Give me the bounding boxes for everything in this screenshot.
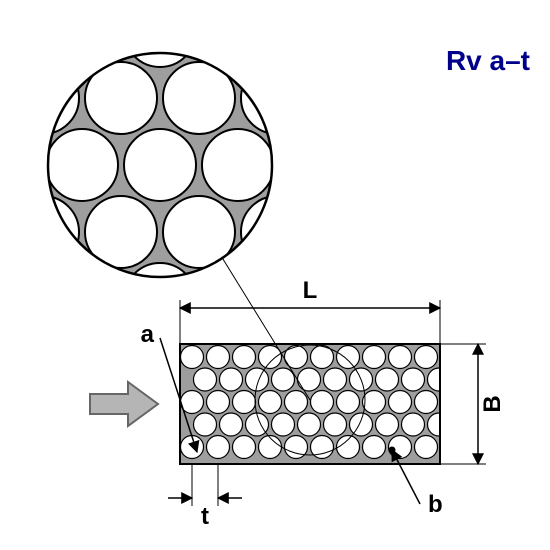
dim-label-b: b	[428, 491, 443, 518]
diagram-canvas: Rv a–t L B a t b	[0, 0, 550, 550]
dim-label-a: a	[141, 321, 155, 348]
magnifier-detail	[0, 0, 391, 335]
perforated-sheet	[180, 344, 451, 464]
dim-label-t: t	[201, 503, 209, 530]
dim-label-B: B	[479, 395, 506, 412]
dim-label-L: L	[303, 277, 318, 304]
title-text: Rv a–t	[446, 45, 530, 76]
direction-arrow-icon	[90, 382, 158, 426]
